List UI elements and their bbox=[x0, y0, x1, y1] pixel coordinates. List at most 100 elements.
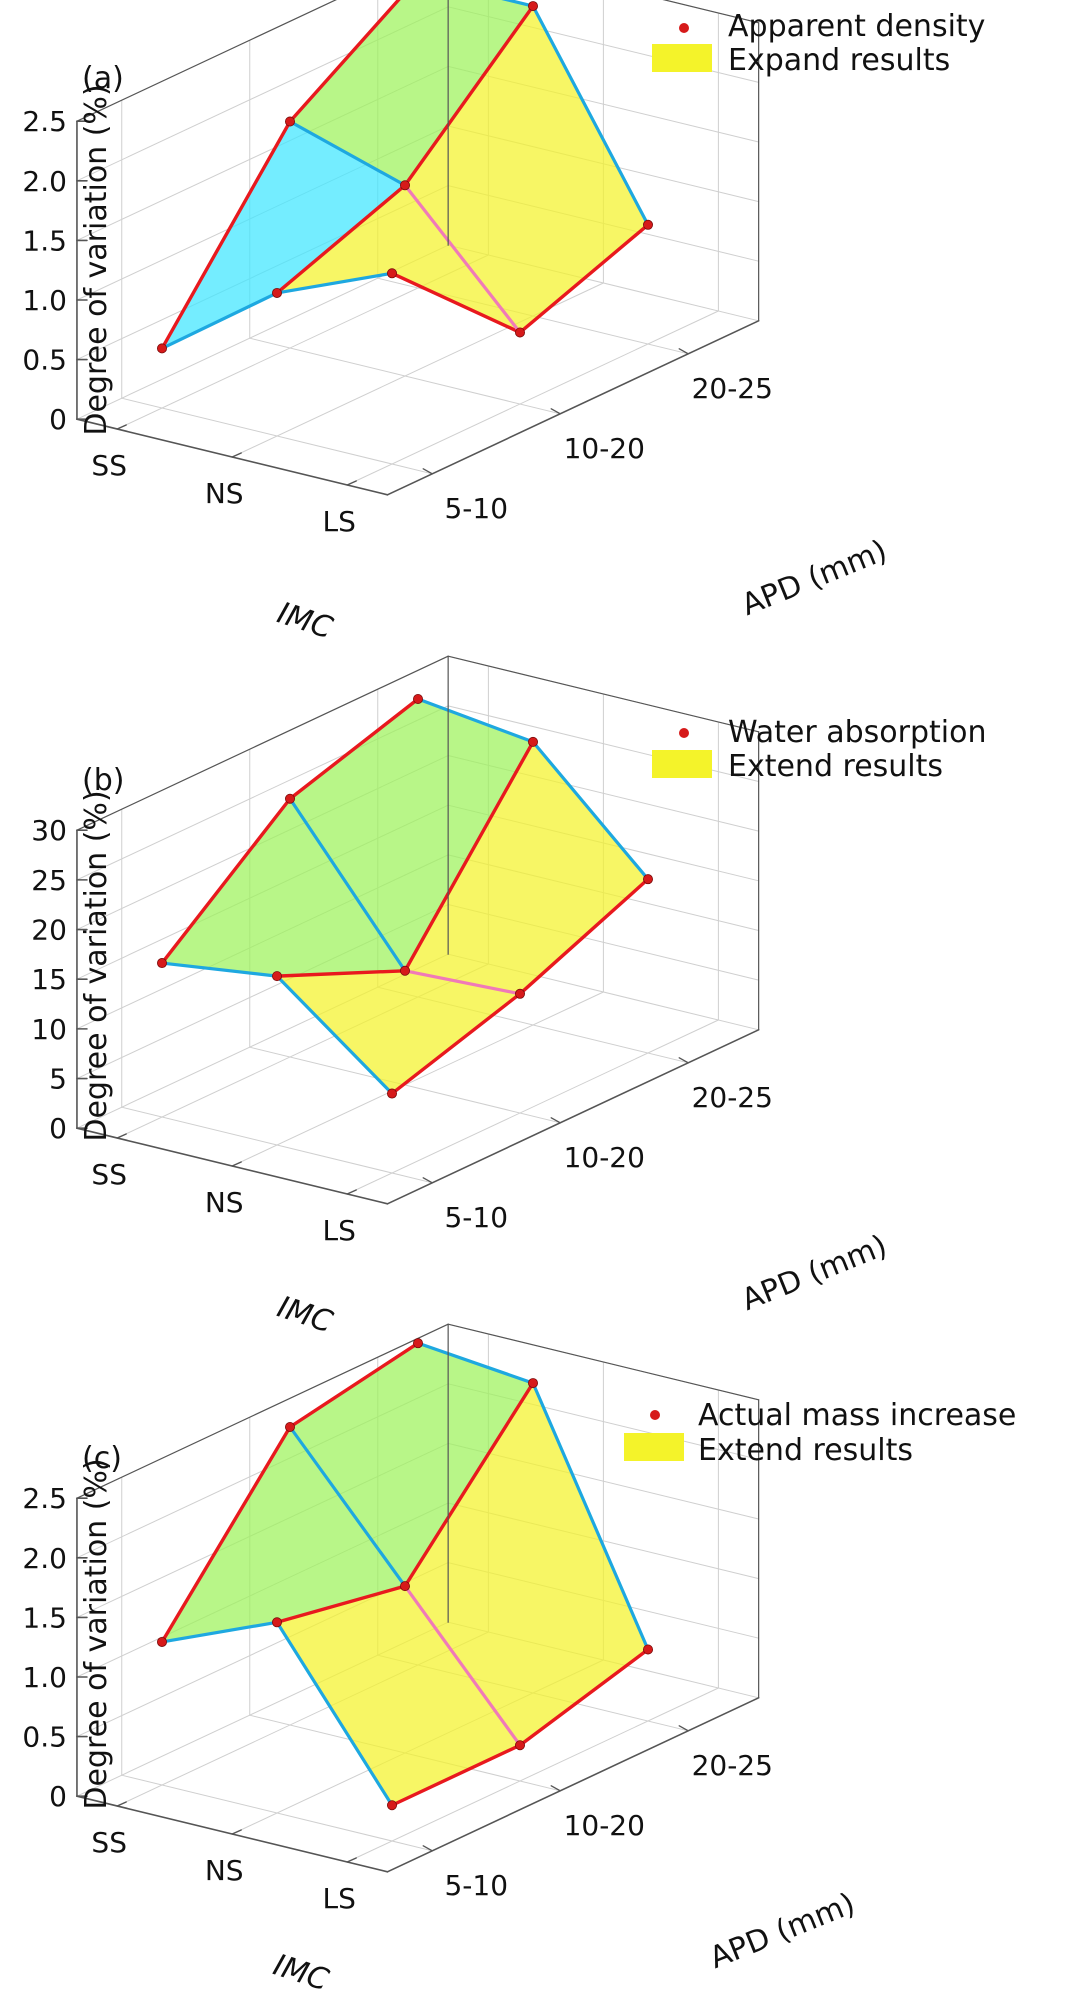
panel-b-surface bbox=[160, 697, 650, 1096]
panel-a-surface-edge-apd bbox=[288, 0, 401, 124]
panel-c-x-tick-mark bbox=[678, 1725, 689, 1732]
panel-a-surface-edge-apd bbox=[275, 183, 407, 295]
panel-c-x-tick-mark bbox=[422, 1845, 433, 1852]
panel-a-labels: (a) Apparent density Expand results Degr… bbox=[22, 9, 985, 646]
panel-b-x-tick-label: 20-25 bbox=[692, 1081, 773, 1114]
panel-b-frame-edge bbox=[386, 1029, 760, 1205]
panel-c-surface-patch bbox=[277, 1586, 520, 1806]
panel-a-surface-edge-apd bbox=[390, 271, 522, 335]
panel-b-legend-surface: Extend results bbox=[728, 749, 943, 784]
panel-b-surface-edge-apd bbox=[403, 740, 535, 973]
panel-b-z-tick-label: 5 bbox=[49, 1063, 67, 1096]
panel-b-surface-edge-imc bbox=[160, 961, 279, 978]
panel-a-legend-surface: Expand results bbox=[728, 43, 950, 78]
panel-b-y-tick-label: SS bbox=[91, 1158, 127, 1191]
panel-a-data-point bbox=[271, 287, 282, 298]
panel-c-x-tick-label: 5-10 bbox=[444, 1869, 508, 1902]
panel-a-data-point bbox=[284, 116, 295, 127]
panel-b-points bbox=[156, 694, 654, 1099]
panel-c-surface-edge-apd bbox=[160, 1425, 292, 1644]
panel-b-data-point bbox=[412, 694, 423, 705]
panel-a-frame-edge bbox=[76, 0, 337, 122]
panel-b-surface-edge-imc bbox=[416, 697, 535, 744]
panel-c-z-tick-label: 1.5 bbox=[22, 1601, 67, 1634]
panel-c-y-tick-mark bbox=[231, 1829, 242, 1835]
panel-a-surface-edge-imc bbox=[501, 0, 535, 8]
panel-c-frame-edge bbox=[447, 1323, 760, 1401]
panel-c-z-tick-label: 0.5 bbox=[22, 1721, 67, 1754]
panel-c-x-tick-mark bbox=[550, 1785, 561, 1792]
panel-a-data-point bbox=[386, 268, 397, 279]
panel-a-surface-edge-imc bbox=[288, 119, 407, 187]
panel-b-frame-edge bbox=[447, 655, 760, 733]
panel-c-surface-edge-imc bbox=[531, 1381, 650, 1652]
panel-b-label: (b) bbox=[82, 763, 124, 798]
panel-a-y-tick-label: NS bbox=[205, 477, 244, 510]
panel-c-y-tick-mark bbox=[346, 1857, 357, 1863]
panel-c-data-point bbox=[412, 1338, 423, 1349]
panel-c-surface-edge-apd bbox=[403, 1381, 535, 1588]
panel-b-data-point bbox=[386, 1088, 397, 1099]
panel-a-surface-edge-apd bbox=[403, 4, 535, 187]
panel-a-data-point bbox=[399, 180, 410, 191]
panel-c-y-tick-label: LS bbox=[323, 1882, 356, 1915]
panel-a-frame-edge bbox=[662, 0, 760, 24]
panel-a-legend-surface-swatch bbox=[652, 44, 712, 72]
panel-a-y-tick-label: LS bbox=[323, 505, 356, 538]
panel-c-label: (c) bbox=[82, 1441, 122, 1476]
panel-c-data-point bbox=[271, 1617, 282, 1628]
panel-a-label: (a) bbox=[82, 61, 124, 96]
panel-c-frame bbox=[76, 1323, 760, 1873]
panel-a-surface-edge-imc bbox=[531, 4, 650, 227]
panel-b-frame-edge bbox=[76, 655, 449, 831]
panel-b-data-point bbox=[515, 988, 526, 999]
panel-b-surface-patch bbox=[290, 699, 533, 971]
panel-c-data-point bbox=[156, 1636, 167, 1647]
panel-c-z-tick-label: 2.0 bbox=[22, 1542, 67, 1575]
panel-c-frame-edge bbox=[76, 1323, 449, 1499]
panel-c-data-point bbox=[386, 1800, 397, 1811]
panel-b-z-tick-label: 0 bbox=[49, 1112, 67, 1145]
chart-panel-c: (c) Actual mass increase Extend results … bbox=[22, 1323, 1016, 1996]
panel-c-surface-patch bbox=[290, 1343, 533, 1587]
panel-a-legend-series: Apparent density bbox=[728, 9, 985, 44]
panel-c-legend-surface: Extend results bbox=[698, 1433, 913, 1468]
panel-b-surface-patch bbox=[277, 970, 520, 1094]
panel-b-surface-edge-imc bbox=[403, 969, 522, 996]
panel-b-surface-edge-apd bbox=[390, 992, 522, 1096]
panel-b-surface-edge-imc bbox=[275, 974, 394, 1096]
panel-a-y-tick-mark bbox=[346, 480, 357, 486]
panel-c-y-tick-mark bbox=[116, 1801, 127, 1807]
panel-b-data-point bbox=[284, 793, 295, 804]
panel-a-surface-edge-imc bbox=[160, 291, 279, 350]
panel-b-surface-patch bbox=[405, 741, 648, 994]
panel-b-x-tick-mark bbox=[678, 1057, 689, 1064]
panel-a-data-point bbox=[156, 343, 167, 354]
panel-b-surface-edge-apd bbox=[275, 969, 407, 978]
panel-c-surface-patch bbox=[162, 1427, 405, 1642]
panel-b-legend-series: Water absorption bbox=[728, 715, 986, 750]
panel-a-surface-edge-imc bbox=[403, 183, 522, 335]
panel-a-y-tick-mark bbox=[231, 452, 242, 458]
panel-a-surface-edge-imc bbox=[275, 271, 394, 295]
panel-a-z-axis-title: Degree of variation (%) bbox=[79, 84, 114, 435]
panel-c-x-tick-label: 10-20 bbox=[564, 1809, 645, 1842]
panel-c-data-point bbox=[284, 1422, 295, 1433]
panel-c-surface-patch bbox=[405, 1383, 648, 1746]
panel-b-legend-surface-swatch bbox=[652, 750, 712, 778]
panel-a-surface-edge-apd bbox=[160, 119, 292, 351]
panel-b-y-tick-mark bbox=[116, 1133, 127, 1139]
panel-c-frame-edge bbox=[386, 1697, 760, 1873]
panel-a-points bbox=[156, 1, 654, 354]
panel-c-z-tick-label: 2.5 bbox=[22, 1482, 67, 1515]
panel-a-z-tick-label: 0.5 bbox=[22, 344, 67, 377]
panel-c-surface-edge-imc bbox=[403, 1584, 522, 1747]
panel-c-z-tick-label: 0 bbox=[49, 1780, 67, 1813]
panel-b-z-tick-label: 25 bbox=[31, 864, 67, 897]
panel-b-surface-edge-apd bbox=[518, 877, 650, 996]
panel-c-gridline-floor-y bbox=[346, 1687, 719, 1863]
panel-c-labels: (c) Actual mass increase Extend results … bbox=[22, 1398, 1016, 1996]
panel-a-data-point bbox=[515, 327, 526, 338]
panel-b-data-point bbox=[643, 874, 654, 885]
